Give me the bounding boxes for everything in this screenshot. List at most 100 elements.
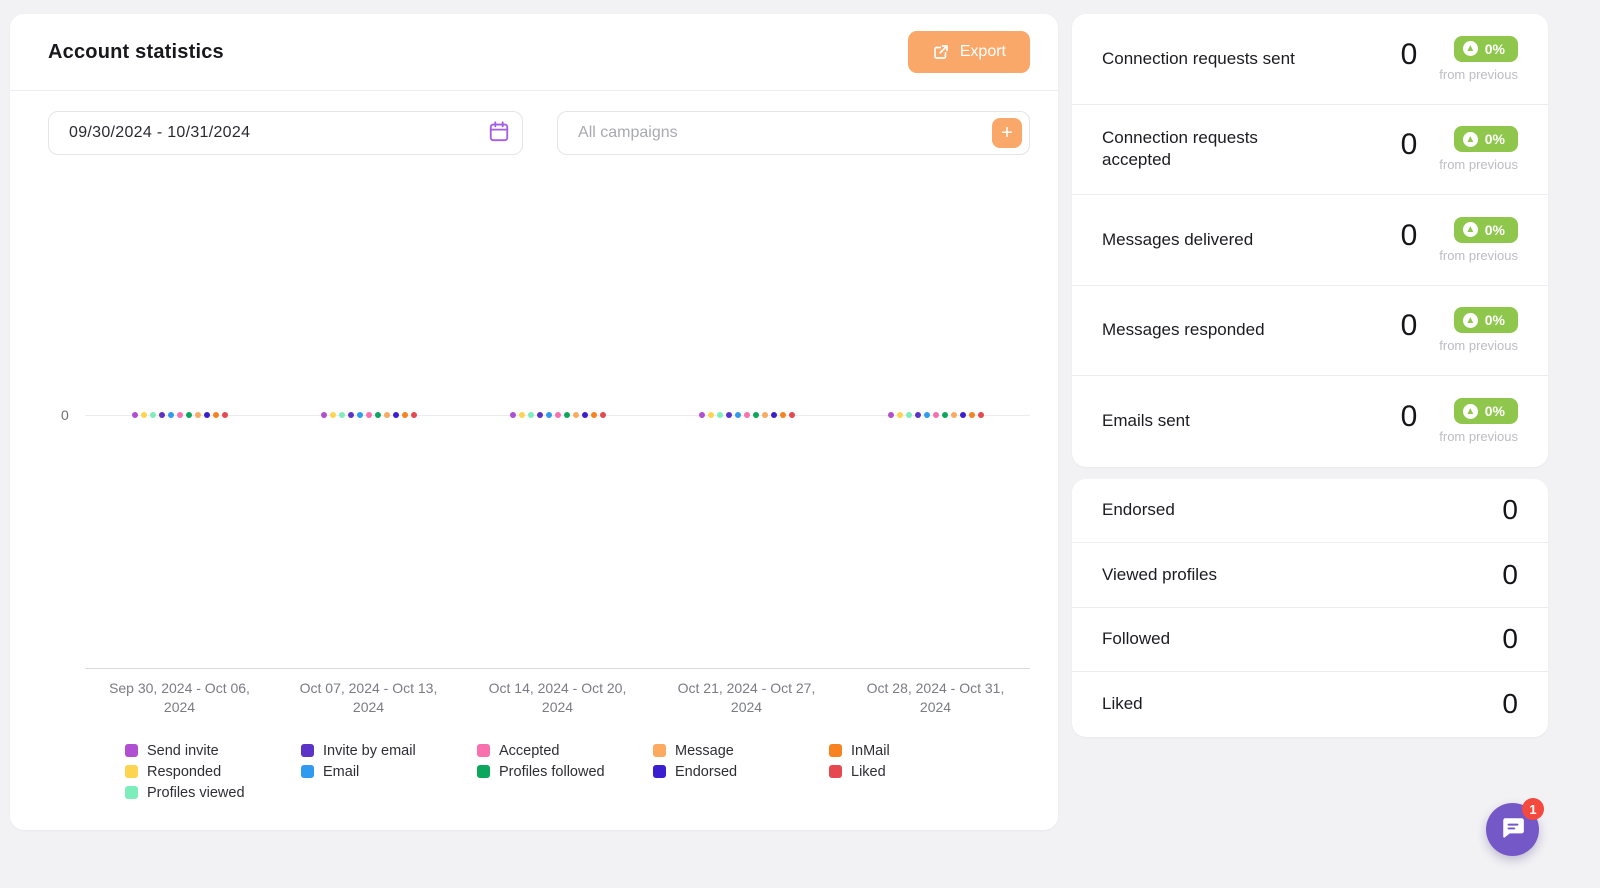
legend-label: Send invite bbox=[147, 742, 219, 759]
export-icon bbox=[932, 43, 950, 61]
data-point-accepted bbox=[554, 412, 561, 418]
from-previous-label: from previous bbox=[1439, 157, 1518, 173]
export-button[interactable]: Export bbox=[907, 31, 1030, 73]
data-point-profiles-viewed bbox=[527, 412, 534, 418]
total-row-viewed-profiles: Viewed profiles 0 bbox=[1072, 543, 1548, 608]
data-point-accepted bbox=[365, 412, 372, 418]
stat-row-messages-delivered: Messages delivered 0 ▲ 0% from previous bbox=[1072, 195, 1548, 286]
stat-value: 0 bbox=[1400, 309, 1418, 343]
data-point-inmail bbox=[590, 412, 597, 418]
legend-item-accepted[interactable]: Accepted bbox=[477, 743, 653, 759]
data-point-send-invite bbox=[320, 412, 327, 418]
campaign-select[interactable]: All campaigns + bbox=[557, 111, 1030, 155]
legend-item-invite-by-email[interactable]: Invite by email bbox=[301, 743, 477, 759]
change-value: 0% bbox=[1484, 221, 1505, 238]
legend-item-inmail[interactable]: InMail bbox=[829, 743, 1005, 759]
change-value: 0% bbox=[1484, 131, 1505, 148]
date-range-input[interactable]: 09/30/2024 - 10/31/2024 bbox=[48, 111, 524, 155]
stat-label: Messages responded bbox=[1102, 320, 1265, 340]
date-range-value: 09/30/2024 - 10/31/2024 bbox=[69, 124, 251, 141]
legend-label: Endorsed bbox=[675, 763, 738, 780]
data-point-profiles-followed bbox=[752, 412, 759, 418]
total-row-endorsed: Endorsed 0 bbox=[1072, 479, 1548, 543]
legend-label: Liked bbox=[851, 763, 886, 780]
filters-row: 09/30/2024 - 10/31/2024 All campaigns + bbox=[10, 91, 1058, 163]
change-badge: ▲ 0% bbox=[1453, 398, 1518, 425]
data-point-profiles-viewed bbox=[338, 412, 345, 418]
data-point-endorsed bbox=[203, 412, 210, 418]
legend-item-endorsed[interactable]: Endorsed bbox=[653, 764, 829, 780]
legend-label: Profiles followed bbox=[499, 763, 605, 780]
total-value: 0 bbox=[1502, 494, 1518, 526]
data-point-profiles-viewed bbox=[716, 412, 723, 418]
data-point-send-invite bbox=[131, 412, 138, 418]
dot-group bbox=[841, 412, 1030, 418]
data-point-email bbox=[734, 412, 741, 418]
from-previous-label: from previous bbox=[1439, 338, 1518, 354]
legend-swatch bbox=[125, 765, 138, 779]
account-statistics-card: Account statistics Export 09/30/2024 - 1… bbox=[10, 14, 1058, 830]
total-value: 0 bbox=[1502, 688, 1518, 720]
legend-item-profiles-followed[interactable]: Profiles followed bbox=[477, 764, 653, 780]
from-previous-label: from previous bbox=[1439, 247, 1518, 263]
legend-swatch bbox=[653, 765, 666, 779]
data-point-endorsed bbox=[392, 412, 399, 418]
data-point-message bbox=[572, 412, 579, 418]
legend-item-responded[interactable]: Responded bbox=[125, 764, 301, 780]
data-point-profiles-followed bbox=[374, 412, 381, 418]
data-point-responded bbox=[329, 412, 336, 418]
chart-plot-area: 0 bbox=[61, 171, 1030, 669]
total-row-liked: Liked 0 bbox=[1072, 672, 1548, 737]
x-axis-line bbox=[85, 668, 1030, 669]
stat-value: 0 bbox=[1400, 37, 1418, 71]
data-point-responded bbox=[518, 412, 525, 418]
legend-item-email[interactable]: Email bbox=[301, 764, 477, 780]
legend-swatch bbox=[829, 744, 842, 758]
calendar-icon[interactable] bbox=[488, 120, 510, 147]
change-badge: ▲ 0% bbox=[1453, 307, 1518, 334]
data-point-invite-by-email bbox=[158, 412, 165, 418]
total-row-followed: Followed 0 bbox=[1072, 608, 1548, 672]
x-axis-label: Oct 28, 2024 - Oct 31, 2024 bbox=[866, 680, 1005, 715]
dot-group bbox=[463, 412, 652, 418]
legend-label: Message bbox=[675, 742, 734, 759]
up-arrow-icon: ▲ bbox=[1462, 312, 1478, 328]
data-point-profiles-viewed bbox=[149, 412, 156, 418]
data-point-email bbox=[356, 412, 363, 418]
add-campaign-button[interactable]: + bbox=[992, 118, 1022, 148]
legend-label: Invite by email bbox=[323, 742, 416, 759]
totals-card: Endorsed 0 Viewed profiles 0 Followed 0 … bbox=[1072, 478, 1548, 737]
data-point-liked bbox=[221, 412, 228, 418]
legend-item-send-invite[interactable]: Send invite bbox=[125, 743, 301, 759]
dot-group bbox=[652, 412, 841, 418]
legend-label: Accepted bbox=[499, 742, 560, 759]
total-label: Followed bbox=[1102, 629, 1171, 649]
legend-item-liked[interactable]: Liked bbox=[829, 764, 1005, 780]
change-badge: ▲ 0% bbox=[1453, 216, 1518, 243]
data-point-accepted bbox=[743, 412, 750, 418]
data-point-invite-by-email bbox=[914, 412, 921, 418]
legend-item-message[interactable]: Message bbox=[653, 743, 829, 759]
export-label: Export bbox=[959, 43, 1006, 60]
chat-launcher-button[interactable]: 1 bbox=[1486, 798, 1544, 856]
data-point-liked bbox=[410, 412, 417, 418]
change-value: 0% bbox=[1484, 312, 1505, 329]
stat-row-connection-requests-sent: Connection requests sent 0 ▲ 0% from pre… bbox=[1072, 14, 1548, 105]
x-axis-label: Oct 07, 2024 - Oct 13, 2024 bbox=[299, 680, 438, 715]
legend-column: Send invite Responded Profiles viewed bbox=[125, 743, 301, 801]
stats-card: Connection requests sent 0 ▲ 0% from pre… bbox=[1072, 14, 1548, 467]
campaign-placeholder: All campaigns bbox=[578, 124, 678, 141]
legend-column: Accepted Profiles followed bbox=[477, 743, 653, 801]
data-point-profiles-followed bbox=[185, 412, 192, 418]
data-point-responded bbox=[896, 412, 903, 418]
data-point-email bbox=[545, 412, 552, 418]
card-header: Account statistics Export bbox=[10, 14, 1058, 91]
stat-value: 0 bbox=[1400, 400, 1418, 434]
legend-column: Message Endorsed bbox=[653, 743, 829, 801]
legend-swatch bbox=[125, 786, 138, 800]
dot-group bbox=[85, 412, 274, 418]
change-value: 0% bbox=[1484, 403, 1505, 420]
total-value: 0 bbox=[1502, 623, 1518, 655]
legend-item-profiles-viewed[interactable]: Profiles viewed bbox=[125, 785, 301, 801]
